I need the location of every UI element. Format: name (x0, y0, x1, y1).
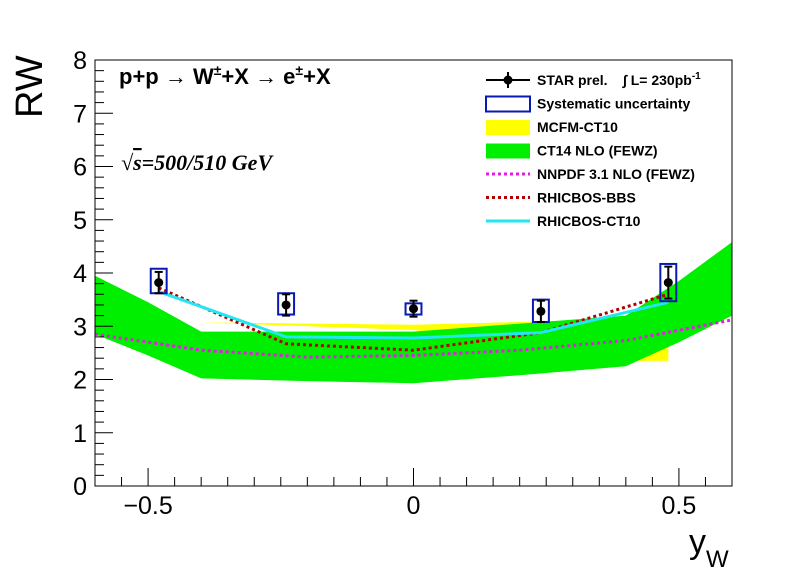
x-axis-label: yW (689, 523, 729, 572)
x-tick-label: −0.5 (123, 492, 172, 520)
y-tick-label: 4 (73, 260, 87, 288)
legend-item-star: STAR prel. ∫ L= 230pb-1 (486, 71, 701, 89)
ct14-nlo-band (95, 242, 732, 384)
legend-swatch-fill (486, 120, 530, 135)
y-tick-label: 0 (73, 473, 87, 501)
legend-item-nnpdf: NNPDF 3.1 NLO (FEWZ) (486, 166, 695, 182)
plot-area (94, 242, 733, 384)
y-tick-label: 1 (73, 420, 87, 448)
legend-swatch-marker (503, 75, 513, 85)
x-axis-label-main: y (689, 523, 706, 561)
x-tick-label: 0 (407, 492, 421, 520)
energy-label: √s=500/510 GeV (121, 150, 274, 175)
reaction-part5: +X (303, 64, 331, 89)
axes: 0 1 2 3 4 5 6 7 8 −0.5 0 0.5 (73, 47, 733, 520)
legend-swatch-box (485, 95, 531, 113)
legend-item-ct10: RHICBOS-CT10 (486, 213, 641, 229)
data-marker (281, 300, 291, 310)
legend-item-mcfm: MCFM-CT10 (486, 119, 618, 135)
legend-label: Systematic uncertainty (537, 96, 690, 112)
data-marker (663, 278, 673, 288)
legend-item-bbs: RHICBOS-BBS (486, 190, 636, 206)
y-tick-label: 2 (73, 367, 87, 395)
legend-luminosity-exp: -1 (692, 71, 701, 82)
data-marker (409, 304, 418, 314)
star-point-2 (277, 292, 296, 317)
data-marker (154, 278, 164, 288)
arrow-icon: → (165, 64, 187, 89)
nnpdf-line (94, 318, 733, 359)
legend-swatch-fill (486, 143, 530, 159)
legend-label: RHICBOS-CT10 (537, 213, 641, 229)
rhicbos-bbs-line (158, 286, 669, 352)
star-point-1 (149, 267, 168, 295)
legend: STAR prel. ∫ L= 230pb-1 Systematic uncerta… (485, 71, 701, 229)
energy-s: s (132, 150, 142, 175)
x-axis-label-sub: W (706, 546, 729, 572)
star-point-5 (659, 262, 678, 303)
reaction-part4: e (277, 64, 295, 89)
reaction-sup2: ± (214, 62, 222, 78)
legend-label: STAR prel. (537, 72, 608, 88)
y-tick-label: 7 (73, 100, 87, 128)
systematic-box (659, 262, 678, 303)
energy-rest: =500/510 GeV (142, 150, 275, 175)
legend-luminosity-value: ∫ L= 230pb (622, 72, 692, 89)
star-point-3 (404, 299, 423, 318)
legend-label: RHICBOS-BBS (537, 190, 636, 206)
sqrt-icon: √ (121, 150, 134, 175)
reaction-part1: p+p (119, 64, 165, 89)
legend-luminosity: ∫ L= 230pb-1 (622, 71, 701, 89)
star-point-4 (531, 298, 550, 323)
reaction-sup4: ± (295, 62, 303, 78)
data-marker (536, 306, 546, 316)
y-tick-label: 6 (73, 154, 87, 182)
reaction-label: p+p → W±+X → e±+X (119, 62, 331, 89)
rhicbos-ct10-line (158, 290, 669, 340)
reaction-part2: W (187, 64, 214, 89)
legend-label: CT14 NLO (FEWZ) (537, 143, 658, 159)
legend-item-sys: Systematic uncertainty (485, 95, 690, 113)
y-axis-label: RW (9, 55, 51, 118)
reaction-part3: +X (221, 64, 255, 89)
legend-label: MCFM-CT10 (537, 119, 618, 135)
y-tick-label: 8 (73, 47, 87, 75)
legend-item-ct14: CT14 NLO (FEWZ) (486, 143, 658, 159)
arrow-icon: → (255, 64, 277, 89)
y-tick-label: 3 (73, 313, 87, 341)
legend-label: NNPDF 3.1 NLO (FEWZ) (537, 166, 695, 182)
x-tick-label: 0.5 (662, 492, 697, 520)
y-tick-label: 5 (73, 207, 87, 235)
plot-frame (94, 59, 733, 487)
